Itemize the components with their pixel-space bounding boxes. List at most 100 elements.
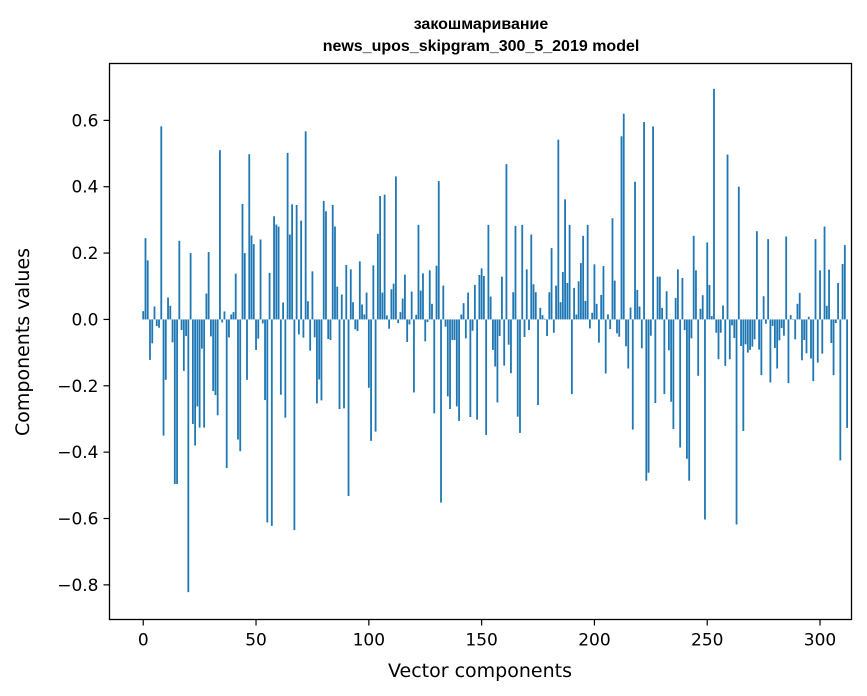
bar-242: [688, 319, 691, 481]
bar-85: [334, 226, 336, 320]
bar-137: [451, 319, 454, 341]
bar-158: [498, 319, 501, 337]
bar-117: [406, 319, 409, 342]
bar-207: [609, 319, 612, 330]
bar-175: [537, 319, 539, 406]
bar-249: [704, 319, 706, 520]
bar-154: [489, 296, 492, 320]
bar-235: [672, 319, 675, 429]
bar-243: [690, 319, 693, 339]
bar-3: [149, 319, 151, 360]
bar-76: [313, 319, 316, 338]
bar-63: [284, 319, 287, 418]
bar-300: [819, 270, 821, 320]
bar-285: [785, 236, 788, 320]
bar-260: [728, 319, 731, 360]
bar-269: [749, 319, 751, 350]
x-tick-label: 100: [353, 631, 385, 651]
bar-106: [381, 292, 384, 320]
bar-88: [340, 294, 343, 320]
bar-212: [620, 136, 623, 320]
bar-312: [846, 319, 848, 428]
bar-213: [622, 113, 625, 320]
bar-39: [230, 314, 233, 320]
bar-188: [566, 282, 569, 320]
bar-194: [579, 263, 582, 320]
bar-105: [379, 196, 382, 320]
bar-231: [663, 319, 666, 395]
bar-2: [146, 260, 149, 320]
bar-267: [744, 319, 747, 345]
bar-265: [740, 319, 742, 346]
bar-292: [801, 319, 803, 361]
bar-274: [760, 319, 763, 376]
bar-57: [270, 319, 273, 526]
bar-123: [419, 290, 422, 320]
x-tick-label: 250: [691, 631, 723, 651]
bar-125: [424, 319, 427, 342]
bar-47: [248, 154, 251, 320]
bar-32: [214, 319, 217, 396]
bar-174: [534, 292, 537, 320]
bar-141: [460, 314, 463, 320]
y-tick-label: 0.6: [71, 111, 98, 131]
bar-152: [485, 319, 488, 435]
bar-229: [658, 276, 661, 320]
bar-239: [681, 277, 684, 320]
bar-234: [670, 319, 673, 402]
bar-190: [570, 319, 573, 395]
bar-198: [589, 319, 591, 329]
y-tick-label: −0.8: [57, 576, 98, 596]
bar-217: [631, 319, 634, 430]
bar-62: [282, 302, 284, 320]
bar-51: [257, 319, 260, 339]
bar-8: [160, 126, 163, 320]
bar-297: [812, 319, 815, 382]
bar-294: [805, 319, 808, 354]
bar-237: [677, 269, 679, 320]
bar-228: [656, 276, 659, 320]
bar-115: [401, 298, 404, 320]
bar-277: [767, 239, 770, 320]
bar-206: [607, 314, 609, 320]
bar-75: [311, 271, 314, 320]
bar-225: [649, 319, 652, 336]
bar-110: [390, 289, 393, 320]
bar-196: [584, 300, 587, 320]
bar-83: [329, 319, 332, 341]
bar-20: [187, 319, 190, 593]
bar-167: [519, 319, 521, 433]
bar-77: [316, 319, 318, 404]
bar-128: [431, 303, 433, 320]
bar-182: [552, 319, 555, 333]
bar-230: [661, 307, 664, 320]
bar-278: [769, 319, 772, 383]
bar-164: [512, 292, 515, 320]
bar-166: [516, 319, 519, 417]
bar-245: [695, 270, 697, 320]
bar-199: [591, 312, 594, 320]
bar-159: [501, 276, 503, 320]
bar-184: [557, 139, 560, 320]
bar-202: [598, 319, 600, 343]
bar-142: [462, 303, 465, 320]
x-tick-label: 150: [465, 631, 497, 651]
bar-307: [834, 319, 837, 324]
bar-268: [746, 319, 749, 353]
bar-series: [142, 88, 848, 593]
bar-50: [255, 319, 257, 350]
bar-252: [710, 316, 713, 320]
bar-148: [476, 319, 479, 420]
bar-299: [816, 319, 819, 363]
bar-79: [320, 319, 323, 401]
bar-84: [331, 204, 334, 320]
bar-291: [798, 292, 801, 320]
y-tick-label: 0.0: [71, 310, 98, 330]
bar-34: [219, 150, 221, 320]
bar-221: [640, 319, 643, 349]
bar-100: [367, 319, 370, 388]
bar-169: [523, 319, 526, 338]
bar-211: [618, 319, 621, 337]
y-tick-label: −0.6: [57, 510, 98, 530]
bar-266: [742, 319, 745, 431]
